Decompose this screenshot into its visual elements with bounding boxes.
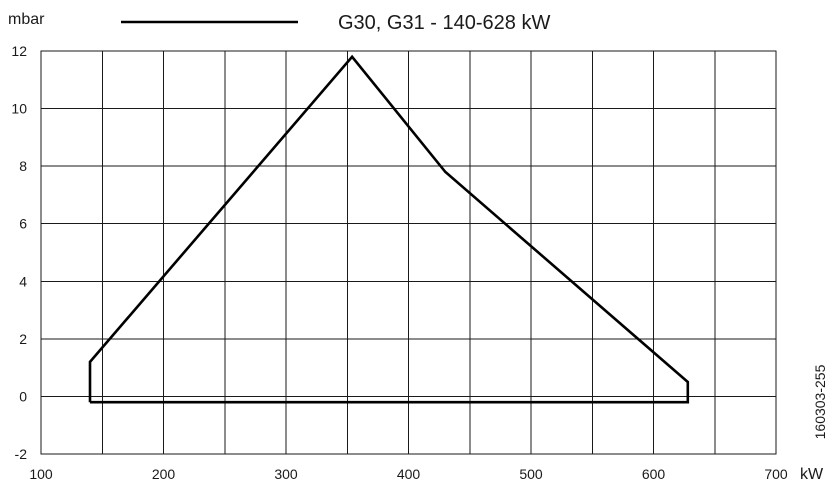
- y-tick-label: 10: [11, 101, 27, 117]
- y-tick-label: 2: [19, 331, 27, 347]
- y-tick-label: 12: [11, 43, 27, 59]
- x-tick-label: 200: [152, 466, 176, 482]
- y-tick-label: -2: [15, 446, 28, 462]
- y-tick-label: 8: [19, 158, 27, 174]
- x-tick-label: 400: [397, 466, 421, 482]
- series-layer: [88, 54, 690, 404]
- y-axis-label: mbar: [8, 11, 45, 28]
- y-tick-label: 0: [19, 388, 27, 404]
- y-tick-label: 4: [19, 273, 27, 289]
- legend-label: G30, G31 - 140-628 kW: [338, 12, 550, 34]
- y-tick-label: 6: [19, 216, 27, 232]
- y-axis-ticks: -2 0 2 4 6 8 10 12: [11, 43, 27, 462]
- x-axis-label: kW: [800, 466, 824, 483]
- plot-frame: [40, 50, 777, 455]
- figure-code: 160303-255: [812, 364, 828, 439]
- x-tick-label: 300: [274, 466, 298, 482]
- x-tick-label: 100: [29, 466, 53, 482]
- series-line: [88, 54, 690, 404]
- grid: [41, 51, 776, 454]
- x-tick-label: 600: [642, 466, 666, 482]
- x-tick-label: 500: [519, 466, 543, 482]
- x-tick-label: 700: [764, 466, 788, 482]
- x-axis-ticks: 100 200 300 400 500 600 700: [29, 466, 788, 482]
